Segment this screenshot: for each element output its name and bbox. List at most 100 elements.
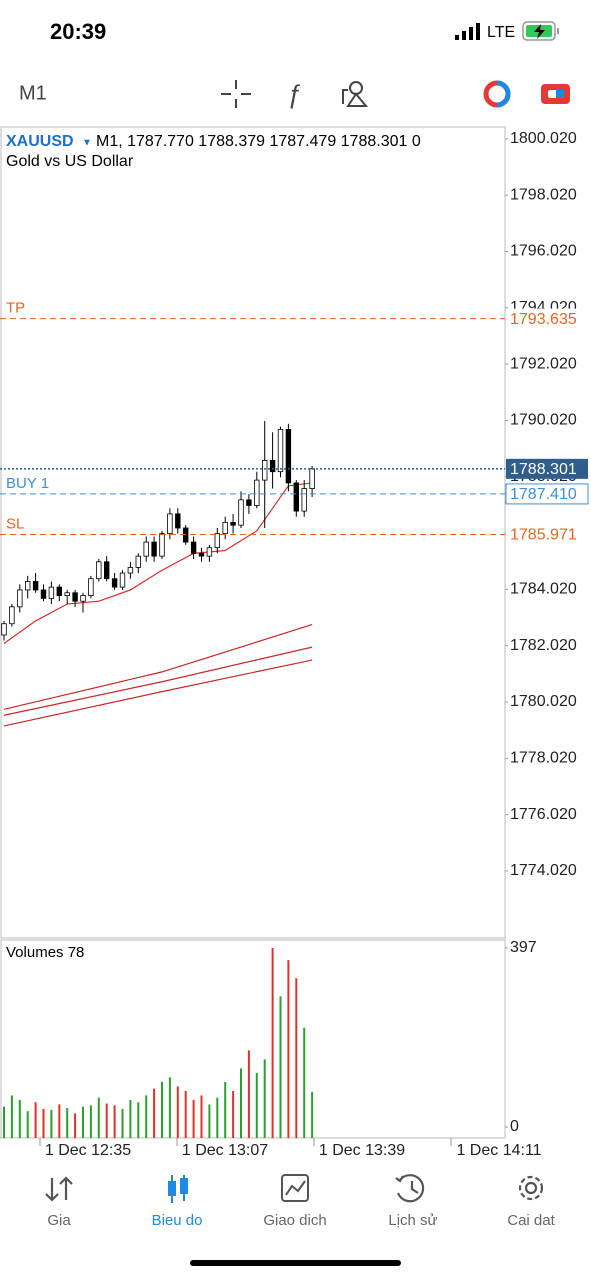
candle-body <box>127 567 134 574</box>
symbol-dropdown[interactable]: ▼ <box>82 138 92 149</box>
candle-body <box>182 527 189 543</box>
candle-body <box>293 482 299 512</box>
x-tick-label: 1 Dec 13:39 <box>319 1142 405 1159</box>
y-tick-label: 1796.020 <box>510 243 577 260</box>
candle-body <box>143 541 149 557</box>
symbol[interactable]: XAUUSD <box>6 133 74 150</box>
y-tick-label: 1784.020 <box>510 581 577 598</box>
candle-body <box>214 533 220 549</box>
candle-body <box>190 541 197 554</box>
status-time: 20:39 <box>50 19 106 44</box>
chart-header: M1, 1787.770 1788.379 1787.479 1788.301 … <box>96 133 421 150</box>
candle-body <box>175 513 181 529</box>
nav-trade-icon[interactable] <box>281 1174 309 1202</box>
network: LTE <box>487 24 515 41</box>
nav-label[interactable]: Lịch sử <box>388 1212 437 1229</box>
candle-body <box>17 589 23 608</box>
candle-body <box>246 499 252 506</box>
volume-tick-label: 0 <box>510 1118 519 1135</box>
price-line-name: BUY 1 <box>6 475 49 492</box>
y-tick-label: 1780.020 <box>510 693 577 710</box>
x-tick-label: 1 Dec 12:35 <box>45 1142 131 1159</box>
candle-body <box>9 606 15 625</box>
volume-tick-label: 397 <box>510 939 537 956</box>
objects-button[interactable] <box>342 81 369 107</box>
candle-body <box>48 586 55 599</box>
volume-title: Volumes 78 <box>6 944 84 961</box>
candle-body <box>230 521 236 526</box>
candle-body <box>238 499 244 526</box>
oneclick-button[interactable] <box>541 84 570 104</box>
price-line-label: 1788.301 <box>510 461 577 478</box>
candle-body <box>88 578 94 596</box>
candle-body <box>104 561 110 580</box>
nav-label[interactable]: Giao dich <box>263 1212 326 1229</box>
nav-chart-icon[interactable] <box>168 1175 188 1203</box>
candle-body <box>167 513 173 535</box>
nav-label[interactable]: Gia <box>47 1212 71 1229</box>
price-line-label: 1793.635 <box>510 311 577 328</box>
nav-label[interactable]: Bieu do <box>152 1212 203 1229</box>
y-tick-label: 1778.020 <box>510 750 577 767</box>
candle-body <box>119 572 126 588</box>
candle-body <box>254 479 260 506</box>
candle-body <box>151 541 157 557</box>
candle-body <box>80 595 86 602</box>
chart-subtitle: Gold vs US Dollar <box>6 153 134 170</box>
nav-quotes-icon[interactable] <box>45 1176 73 1202</box>
timeframe[interactable]: M1 <box>19 82 47 104</box>
y-tick-label: 1774.020 <box>510 862 577 879</box>
nav-label[interactable]: Cai dat <box>507 1212 555 1229</box>
x-tick-label: 1 Dec 14:11 <box>456 1142 541 1159</box>
home-indicator <box>190 1260 401 1266</box>
candle-body <box>261 460 268 481</box>
price-line-label: 1785.971 <box>510 527 577 544</box>
y-tick-label: 1798.020 <box>510 186 577 203</box>
moving-average <box>3 624 313 710</box>
nav-history-icon[interactable] <box>395 1174 425 1203</box>
moving-average <box>3 646 313 716</box>
signal <box>455 23 480 40</box>
price-label-bg <box>506 308 588 329</box>
price-line-label: 1787.410 <box>510 486 577 503</box>
nav-bar <box>45 1174 544 1203</box>
y-tick-label: 1800.020 <box>510 130 577 147</box>
moving-average <box>3 659 313 727</box>
candle-body <box>64 592 70 596</box>
trade-button[interactable] <box>483 80 511 108</box>
candle-body <box>301 488 307 512</box>
y-tick-label: 1776.020 <box>510 806 577 823</box>
candle-body <box>96 561 102 580</box>
candle-body <box>309 468 315 489</box>
candle-body <box>72 592 78 602</box>
price-line-name: SL <box>6 515 24 532</box>
nav-settings-icon[interactable] <box>518 1175 544 1201</box>
candle-body <box>285 429 292 484</box>
price-label-bg <box>506 458 588 479</box>
indicators-button[interactable]: ƒ <box>287 79 301 109</box>
battery <box>522 21 559 41</box>
candle-body <box>111 578 118 588</box>
y-tick-label: 1782.020 <box>510 637 577 654</box>
price-line-name: TP <box>6 300 25 317</box>
candle-body <box>222 521 228 535</box>
candle-body <box>277 429 284 473</box>
candle-body <box>1 623 7 636</box>
y-tick-label: 1792.020 <box>510 355 577 372</box>
candle-body <box>56 586 62 596</box>
crosshair-button[interactable] <box>221 80 251 108</box>
moving-average <box>3 482 313 644</box>
candle-body <box>40 589 47 599</box>
candle-body <box>198 552 205 557</box>
y-tick-label: 1790.020 <box>510 412 577 429</box>
candle-body <box>32 581 39 591</box>
candle-body <box>135 555 141 568</box>
candle-body <box>24 581 31 591</box>
candle-body <box>269 460 276 473</box>
x-tick-label: 1 Dec 13:07 <box>182 1142 268 1159</box>
volume-frame <box>0 939 506 1139</box>
price-label-bg <box>505 483 589 505</box>
candle-body <box>159 533 165 557</box>
